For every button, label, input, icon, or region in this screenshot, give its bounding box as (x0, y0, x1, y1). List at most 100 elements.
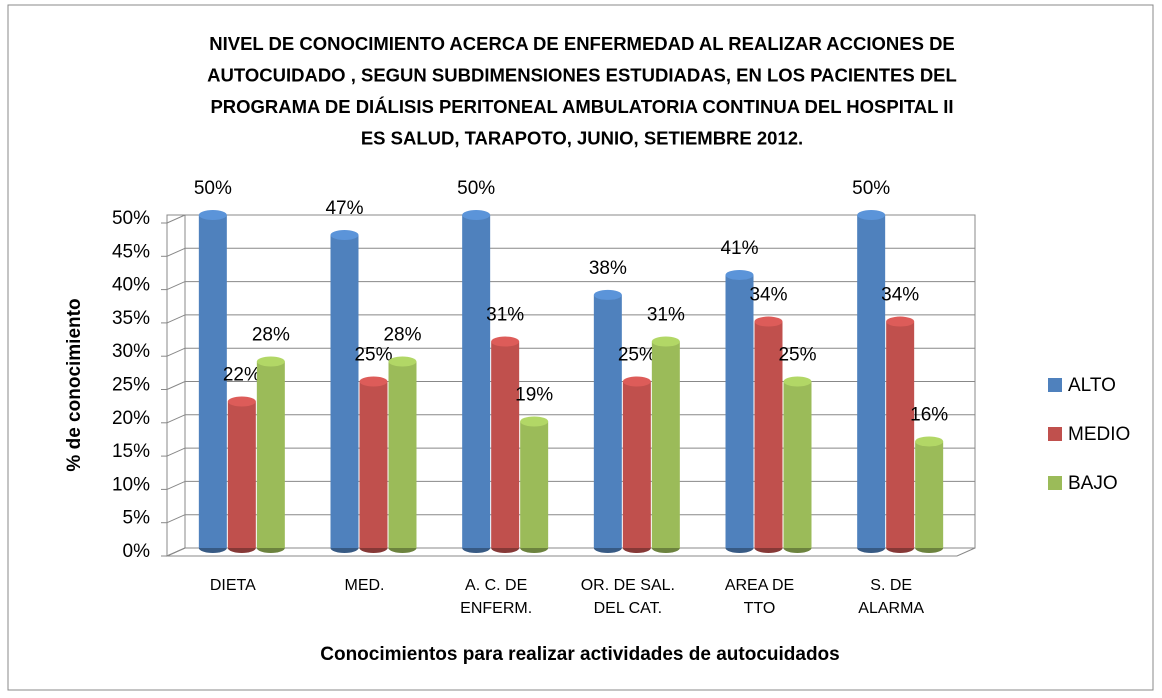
bar (754, 316, 783, 553)
x-tick-label: DIETA (210, 577, 256, 594)
bar-body (388, 361, 417, 548)
bar (593, 289, 622, 553)
bar (491, 336, 520, 553)
bar-top (886, 316, 915, 327)
grid-line (166, 214, 186, 224)
grid-line (166, 247, 186, 257)
y-axis-title: % de conocimiento (64, 298, 85, 471)
bar-top (857, 210, 886, 220)
bar (462, 210, 491, 553)
data-label: 19% (515, 384, 553, 405)
bar-body (359, 381, 388, 548)
x-axis-title: Conocimientos para realizar actividades … (320, 644, 840, 665)
grid-line (166, 381, 186, 390)
grid-line (166, 547, 186, 557)
data-label: 25% (778, 345, 816, 366)
bar (622, 376, 651, 553)
bar-top (227, 396, 256, 407)
bar-body (783, 381, 812, 548)
bar-body (754, 321, 783, 548)
grid-line (166, 347, 186, 357)
bar-top (593, 289, 622, 300)
legend-swatch (1048, 378, 1062, 392)
data-label: 22% (223, 364, 261, 385)
bar-top (622, 376, 651, 387)
data-label: 47% (325, 198, 363, 219)
bar-top (198, 210, 227, 220)
bar-body (915, 441, 944, 548)
bar-top (330, 229, 359, 240)
bar-top (359, 376, 388, 387)
grid-line (166, 514, 186, 524)
bar-body (622, 381, 651, 548)
data-label: 28% (252, 325, 290, 346)
bar (651, 336, 680, 553)
chart-title: PROGRAMA DE DIÁLISIS PERITONEAL AMBULATO… (210, 96, 953, 117)
bar-body (256, 361, 285, 548)
chart-title: AUTOCUIDADO , SEGUN SUBDIMENSIONES ESTUD… (207, 64, 957, 85)
data-label: 28% (383, 325, 421, 346)
bar (725, 269, 754, 553)
x-tick-label: AREA DE (725, 577, 794, 594)
y-tick-label: 5% (123, 508, 151, 529)
bar (256, 356, 285, 553)
bar-body (462, 215, 491, 548)
x-tick-label: TTO (744, 600, 776, 617)
data-label: 31% (647, 305, 685, 326)
data-label: 31% (486, 305, 524, 326)
data-label: 34% (881, 285, 919, 306)
bar-body (651, 341, 680, 548)
legend-swatch (1048, 476, 1062, 490)
data-label: 25% (354, 345, 392, 366)
x-tick-label: MED. (345, 577, 385, 594)
data-label: 16% (910, 404, 948, 425)
bar-top (388, 356, 417, 367)
bar-body (886, 321, 915, 548)
y-tick-label: 10% (112, 474, 150, 495)
bar (330, 229, 359, 553)
data-label: 34% (749, 285, 787, 306)
data-label: 41% (720, 238, 758, 259)
chart-title: NIVEL DE CONOCIMIENTO ACERCA DE ENFERMED… (209, 33, 955, 54)
bar (520, 416, 549, 553)
legend-label: ALTO (1068, 375, 1116, 396)
bar-top (783, 376, 812, 387)
floor (166, 547, 976, 557)
y-tick-label: 50% (112, 208, 150, 229)
bar-body (857, 215, 886, 548)
x-tick-label: DEL CAT. (594, 600, 662, 617)
legend-label: BAJO (1068, 473, 1118, 494)
y-tick-label: 20% (112, 408, 150, 429)
grid-line (166, 281, 186, 291)
y-tick-label: 30% (112, 341, 150, 362)
bar-body (198, 215, 227, 548)
data-label: 50% (852, 178, 890, 199)
x-tick-label: S. DE (870, 577, 912, 594)
bar-body (593, 294, 622, 548)
chart-title: ES SALUD, TARAPOTO, JUNIO, SETIEMBRE 201… (361, 127, 803, 148)
y-tick-label: 0% (123, 541, 151, 562)
y-tick-label: 25% (112, 375, 150, 396)
bar-body (491, 341, 520, 548)
bar-top (520, 416, 549, 427)
bar (388, 356, 417, 553)
bar (915, 436, 944, 553)
y-tick-label: 15% (112, 441, 150, 462)
bar-body (227, 401, 256, 548)
y-tick-label: 45% (112, 241, 150, 262)
y-tick-label: 35% (112, 308, 150, 329)
x-tick-label: ENFERM. (460, 600, 532, 617)
bar (227, 396, 256, 553)
data-label: 38% (589, 258, 627, 279)
grid-line (166, 447, 186, 457)
x-tick-label: ALARMA (858, 600, 924, 617)
data-label: 25% (618, 345, 656, 366)
grid-line (166, 314, 186, 324)
bar-top (256, 356, 285, 367)
grid-line (166, 414, 186, 424)
bar (857, 210, 886, 553)
bar-top (651, 336, 680, 347)
bar-top (725, 269, 754, 280)
bar-top (915, 436, 944, 447)
